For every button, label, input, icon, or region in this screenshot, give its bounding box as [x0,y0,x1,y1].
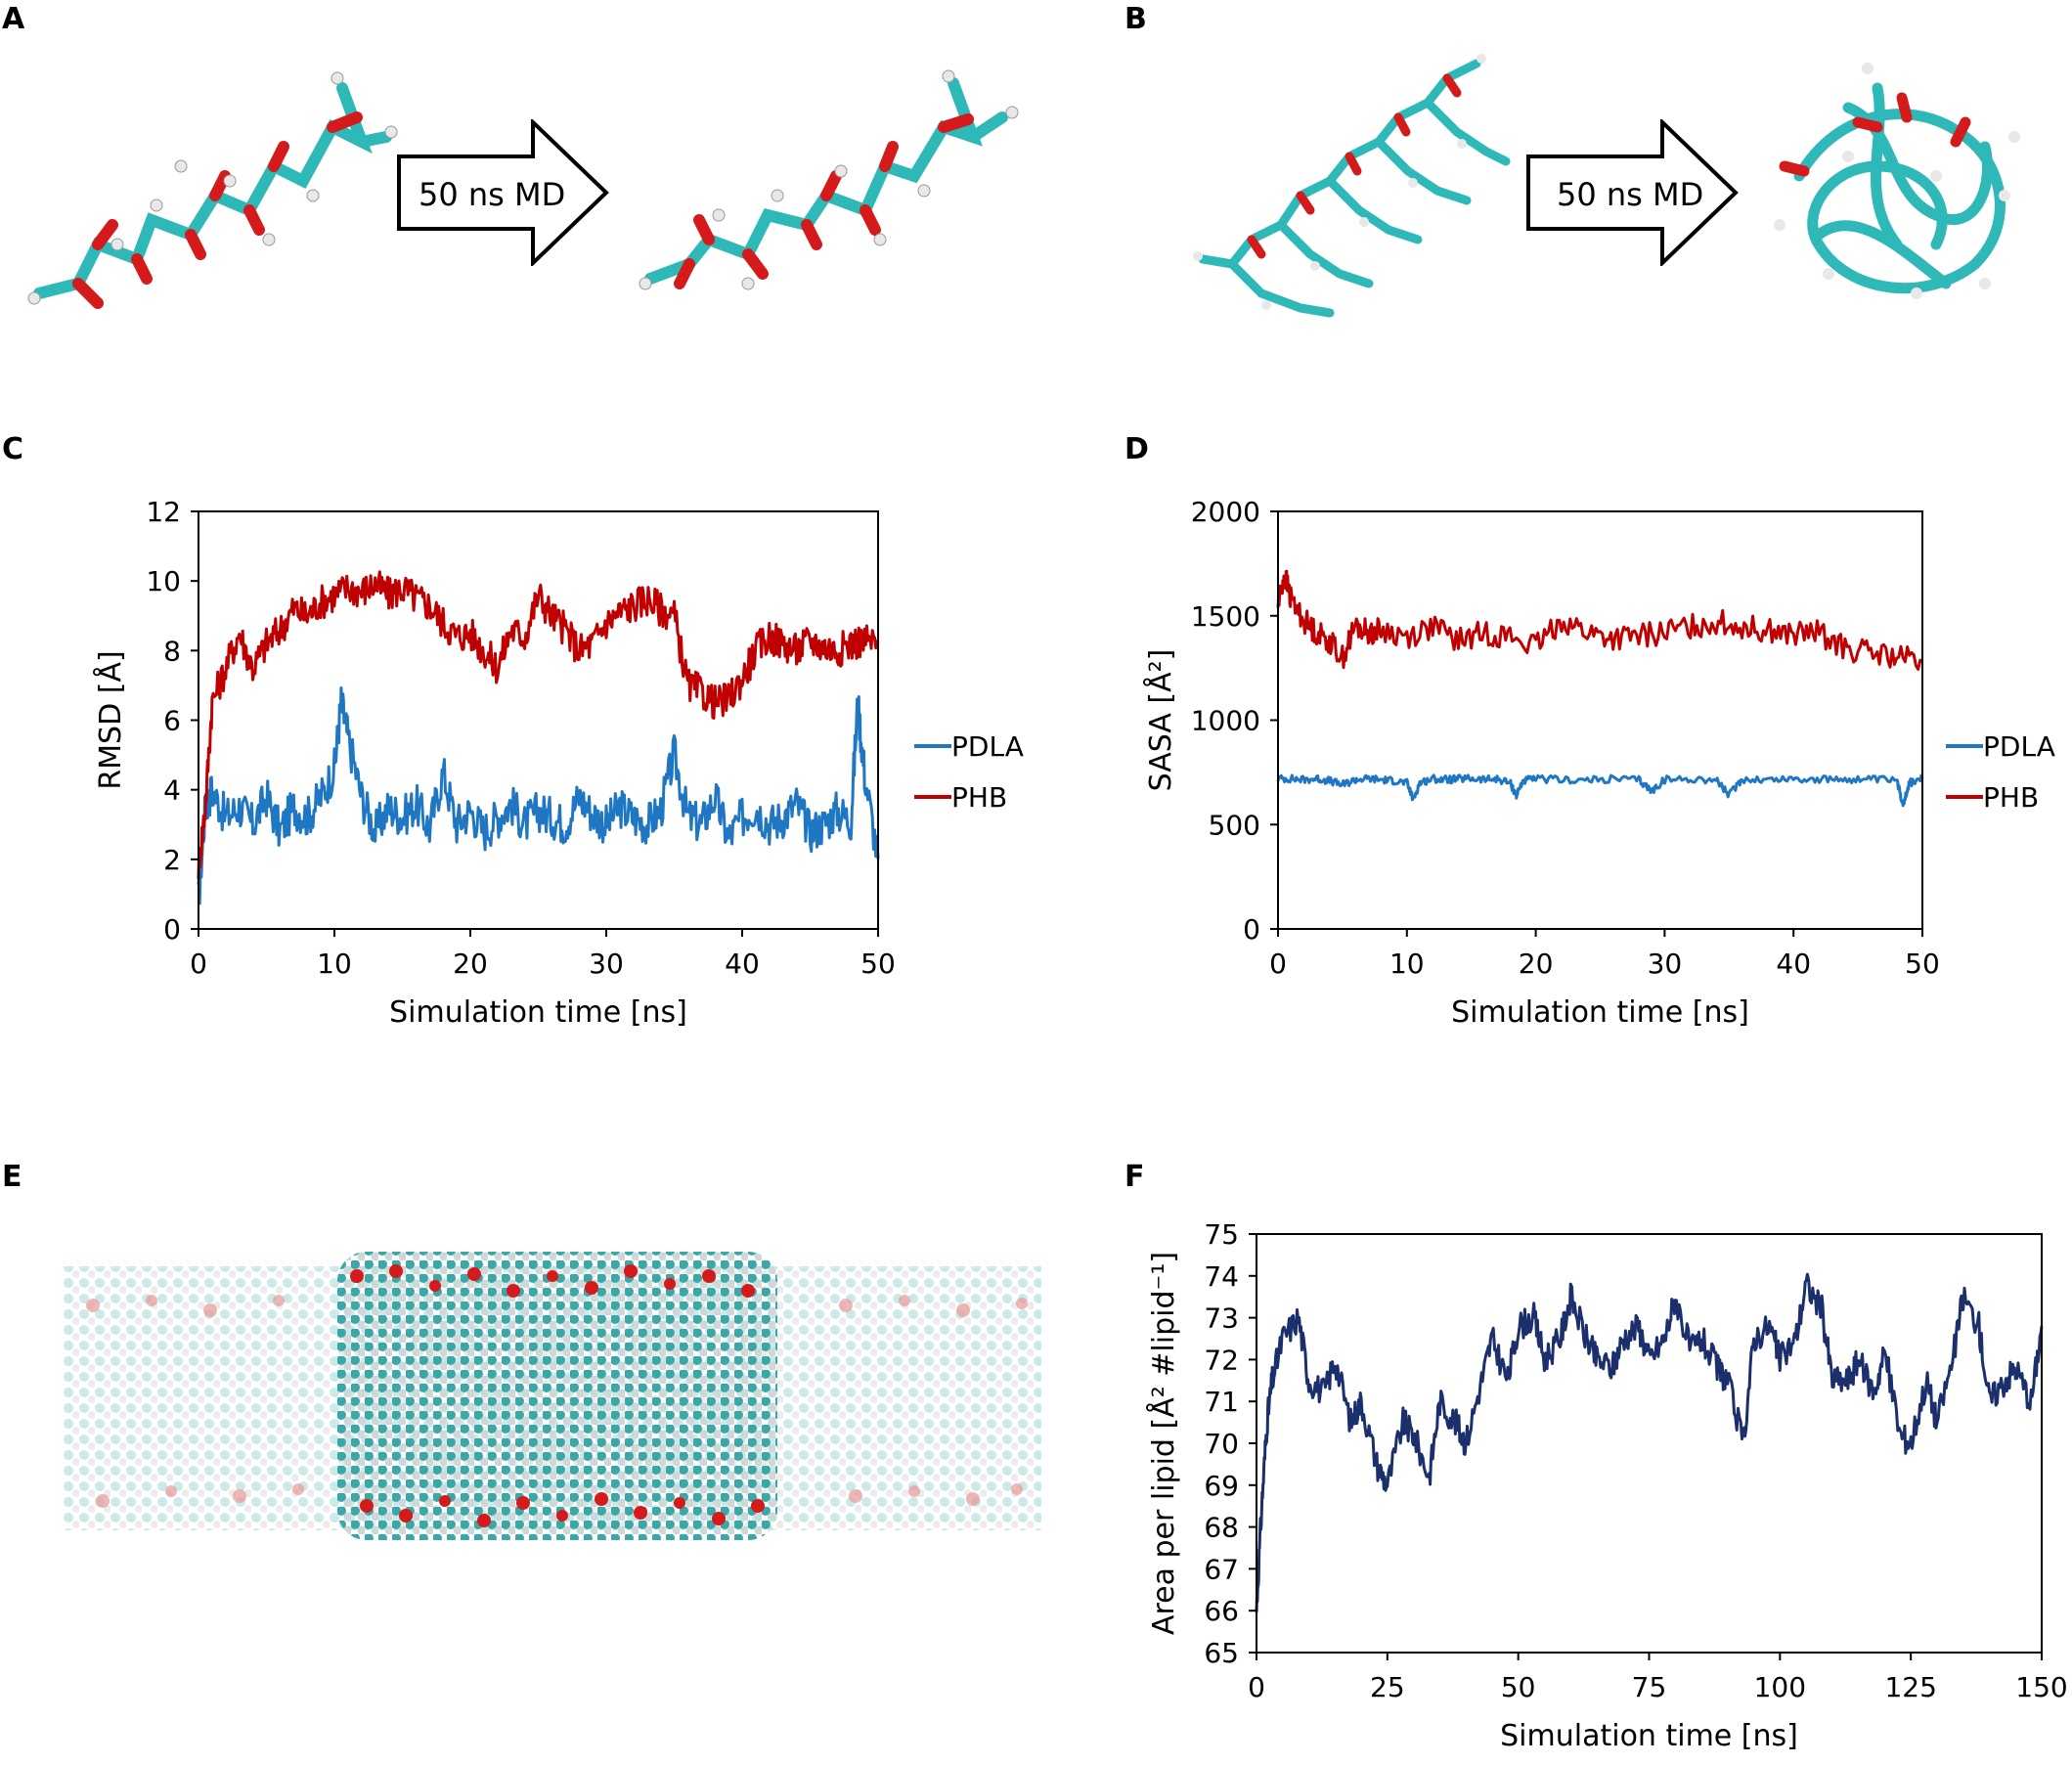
y-tick-label: 70 [1204,1428,1239,1460]
series-line-phb [1276,569,1923,671]
x-tick-label: 30 [589,948,624,980]
x-tick-label: 75 [1632,1671,1667,1703]
x-tick-label: 10 [1389,948,1425,980]
y-tick-label: 69 [1204,1470,1239,1502]
y-tick-label: 72 [1204,1344,1239,1376]
y-tick-label: 2 [163,844,181,876]
y-tick-label: 68 [1204,1512,1239,1544]
pdla-molecule-final [639,69,1019,290]
y-axis-label: Area per lipid [Å² #lipid⁻¹] [1146,1252,1181,1635]
md-arrow-a [397,119,609,266]
chart-c: 0 10 20 30 40 50 0 2 4 6 8 10 12 Simulation time [ns]… [93,496,1024,1030]
x-tick-label: 20 [1519,948,1554,980]
panel-label-e: E [2,1160,22,1194]
y-tick-label: 1500 [1191,600,1260,633]
md-arrow-b-label: 50 ns MD [1557,176,1704,213]
y-tick-label: 2000 [1191,496,1260,528]
y-tick-label: 0 [1243,913,1260,946]
x-tick-label: 0 [1248,1671,1265,1703]
y-tick-label: 0 [163,913,181,946]
y-tick-label: 500 [1209,809,1260,841]
x-tick-label: 25 [1370,1671,1405,1703]
x-tick-label: 100 [1754,1671,1806,1703]
x-axis-label: Simulation time [ns] [1500,1719,1798,1753]
legend-label: PDLA [951,730,1024,763]
x-tick-label: 20 [453,948,488,980]
y-tick-label: 75 [1204,1218,1239,1251]
y-tick-label: 1000 [1191,705,1260,737]
y-axis-label: RMSD [Å] [93,650,128,789]
y-tick-label: 6 [163,705,181,737]
panel-label-b: B [1124,2,1147,36]
x-tick-label: 10 [317,948,352,980]
series-line-pdla [197,686,880,905]
x-axis-label: Simulation time [ns] [1451,995,1749,1030]
y-tick-label: 10 [146,565,181,597]
y-axis-label: SASA [Å²] [1143,649,1178,792]
series-line-phb [197,570,880,880]
series-line-area-per-lipid [1255,1272,2044,1612]
phb-molecule-collapsed [1774,63,2020,299]
pdla-molecule-initial [27,71,398,309]
y-tick-label: 67 [1204,1553,1239,1585]
legend-label: PDLA [1983,730,2055,763]
y-tick-label: 65 [1204,1637,1239,1669]
y-tick-label: 73 [1204,1302,1239,1335]
x-tick-label: 30 [1648,948,1683,980]
plot-frame [1277,510,1923,930]
chart-f: 0 25 50 75 100 125 150 65 66 67 68 69 70 71 72 73 74 75 Si… [1146,1218,2068,1753]
x-tick-label: 40 [725,948,760,980]
y-tick-label: 74 [1204,1260,1239,1293]
panel-label-f: F [1124,1160,1145,1194]
panel-label-d: D [1124,432,1149,466]
panel-label-c: C [2,432,24,466]
x-tick-label: 50 [1501,1671,1536,1703]
membrane-snapshot [64,1252,1041,1540]
phb-molecule-initial [1193,54,1511,318]
y-tick-label: 8 [163,635,181,667]
x-axis-label: Simulation time [ns] [389,995,687,1030]
series-line-pdla [1276,773,1924,808]
y-tick-label: 66 [1204,1595,1239,1627]
panel-label-a: A [2,2,25,36]
x-tick-label: 150 [2015,1671,2067,1703]
x-tick-label: 0 [190,948,207,980]
x-tick-label: 50 [1905,948,1940,980]
x-tick-label: 125 [1884,1671,1936,1703]
y-tick-label: 4 [163,774,181,807]
y-tick-label: 12 [146,496,181,528]
y-tick-label: 71 [1204,1386,1239,1418]
legend-label: PHB [1983,781,2039,814]
x-tick-label: 50 [860,948,896,980]
legend-label: PHB [951,781,1007,814]
x-tick-label: 0 [1269,948,1287,980]
md-arrow-b [1526,119,1739,266]
x-tick-label: 40 [1776,948,1811,980]
md-arrow-a-label: 50 ns MD [419,176,566,213]
plot-frame [198,510,879,930]
